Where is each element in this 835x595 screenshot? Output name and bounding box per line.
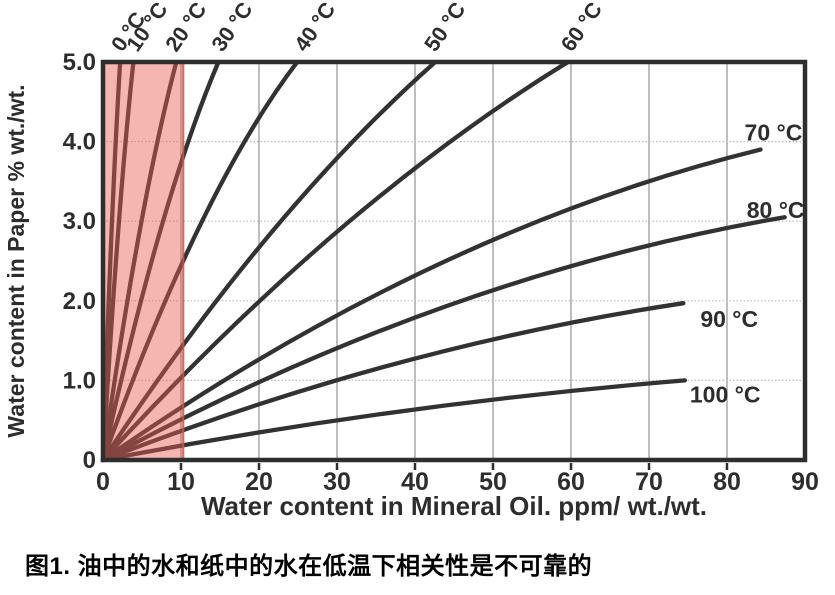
y-tick-label: 4.0 [63, 129, 96, 156]
x-tick-label: 70 [635, 468, 663, 496]
label-curve-100c: 100 °C [690, 381, 761, 407]
temperature-curve-80c [100, 215, 787, 463]
low-temperature-highlight-band [103, 62, 185, 460]
y-axis-title: Water content in Paper % wt./wt. [3, 84, 29, 437]
y-tick-label: 0 [83, 447, 96, 474]
plot-frame [100, 59, 808, 463]
x-tick-label: 20 [245, 468, 273, 496]
label-curve-40c: 40 °C [290, 0, 341, 56]
y-tick-label: 2.0 [63, 288, 96, 315]
x-tick-label: 60 [557, 468, 585, 496]
y-tick-label: 1.0 [63, 367, 96, 394]
x-tick-label: 80 [713, 468, 741, 496]
temperature-curve-10c [100, 59, 136, 463]
label-curve-50c: 50 °C [420, 0, 471, 56]
temperature-curve-20c [100, 59, 179, 463]
x-tick-label: 40 [401, 468, 429, 496]
axis-ticks [179, 463, 729, 470]
temperature-curves [100, 59, 787, 463]
label-curve-80c: 80 °C [747, 197, 805, 223]
label-curve-70c: 70 °C [745, 120, 803, 146]
x-tick-label: 10 [167, 468, 195, 496]
temperature-curve-100c [100, 378, 688, 463]
x-tick-label: 90 [791, 468, 819, 496]
label-curve-20c: 20 °C [161, 0, 212, 56]
temperature-curve-70c [100, 147, 763, 463]
x-tick-label: 30 [323, 468, 351, 496]
x-axis-title: Water content in Mineral Oil. ppm/ wt./w… [201, 491, 707, 521]
axis-tick-labels: 0 10 20 30 40 50 60 70 80 90 0 1.0 2.0 3.0 4.0 5.0 [63, 49, 819, 496]
unreliable-region-band [103, 62, 184, 460]
plot-area [103, 62, 805, 460]
temperature-curve-50c [100, 59, 438, 463]
y-tick-label: 3.0 [63, 208, 96, 235]
x-tick-label: 50 [479, 468, 507, 496]
label-curve-60c: 60 °C [556, 0, 607, 56]
gridlines [103, 62, 805, 460]
temperature-curve-60c [100, 59, 571, 463]
x-tick-label: 0 [96, 468, 110, 496]
temperature-curve-40c [100, 59, 300, 463]
figure-caption: 图1. 油中的水和纸中的水在低温下相关性是不可靠的 [25, 553, 593, 580]
plot-background [103, 62, 805, 460]
label-curve-30c: 30 °C [207, 0, 258, 56]
temperature-curve-30c [100, 59, 221, 463]
label-curve-90c: 90 °C [700, 306, 758, 332]
y-tick-label: 5.0 [63, 49, 96, 76]
frame-rect [100, 59, 808, 463]
